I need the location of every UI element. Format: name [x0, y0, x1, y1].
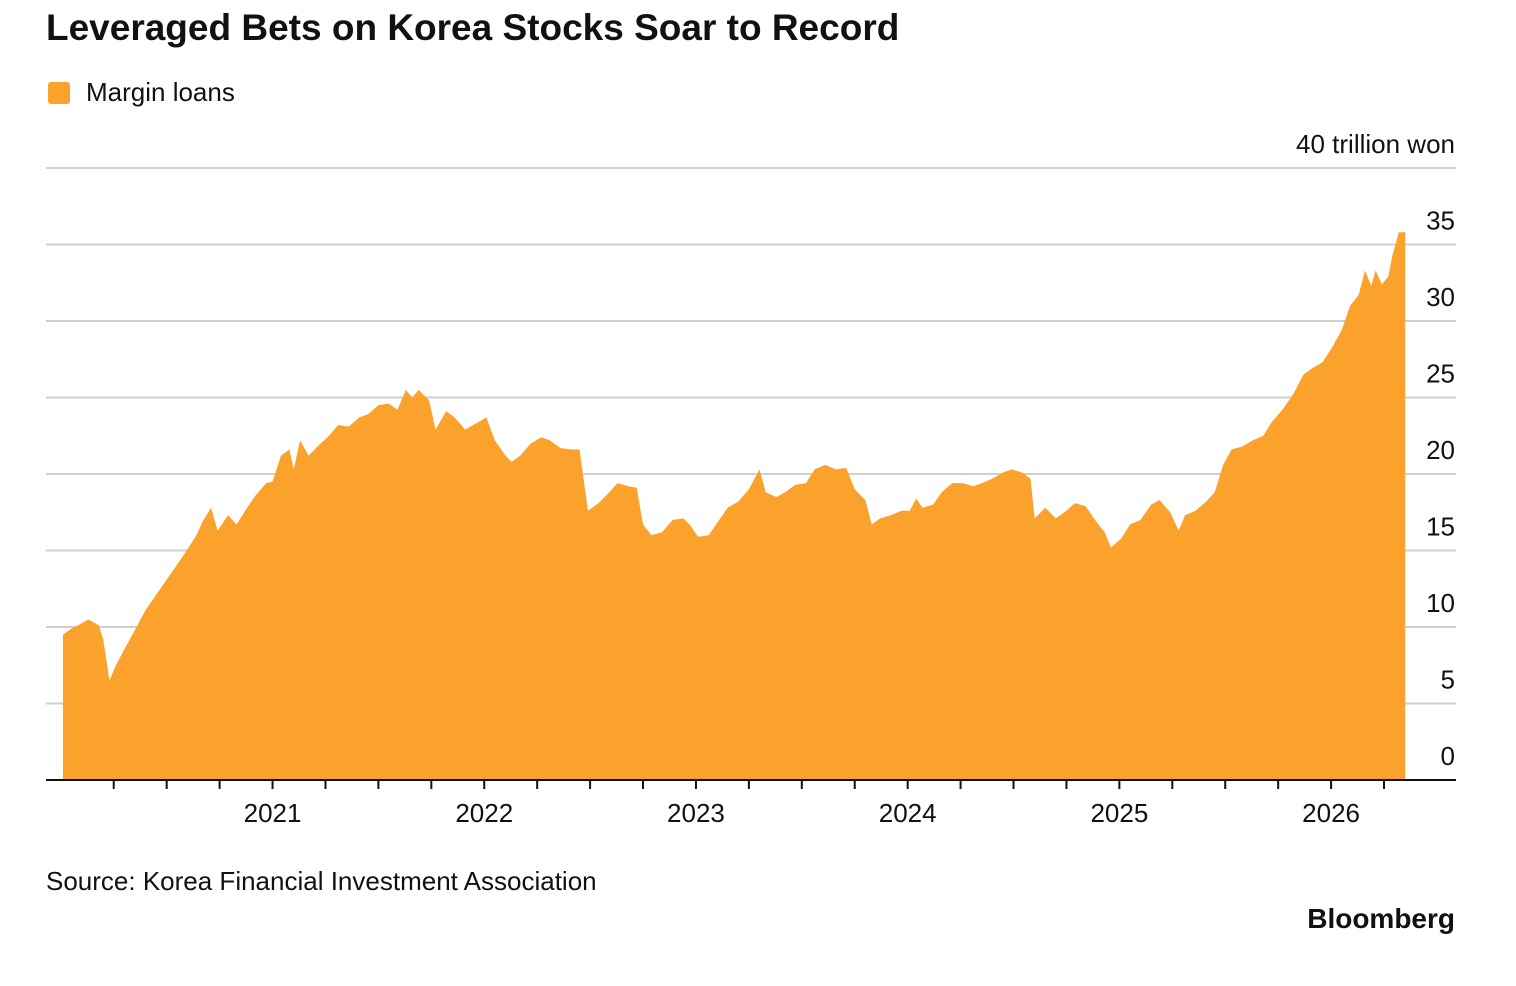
x-tick-label: 2022 — [455, 798, 513, 828]
x-tick-label: 2026 — [1302, 798, 1360, 828]
x-tick-label: 2023 — [667, 798, 725, 828]
chart-title: Leveraged Bets on Korea Stocks Soar to R… — [46, 7, 899, 48]
y-tick-label: 25 — [1426, 359, 1455, 389]
y-tick-label: 40 trillion won — [1296, 129, 1455, 159]
brand: Bloomberg — [1307, 903, 1455, 934]
y-tick-label: 30 — [1426, 282, 1455, 312]
y-tick-label: 0 — [1441, 741, 1455, 771]
x-tick-label: 2025 — [1090, 798, 1148, 828]
legend-swatch — [48, 82, 70, 104]
x-tick-label: 2024 — [879, 798, 937, 828]
x-tick-label: 2021 — [244, 798, 302, 828]
y-tick-label: 15 — [1426, 512, 1455, 542]
y-tick-label: 35 — [1426, 206, 1455, 236]
source: Source: Korea Financial Investment Assoc… — [46, 866, 597, 896]
y-tick-label: 5 — [1441, 665, 1455, 695]
area — [62, 232, 1406, 780]
y-tick-label: 10 — [1426, 588, 1455, 618]
y-tick-label: 20 — [1426, 435, 1455, 465]
legend-label: Margin loans — [86, 77, 235, 107]
